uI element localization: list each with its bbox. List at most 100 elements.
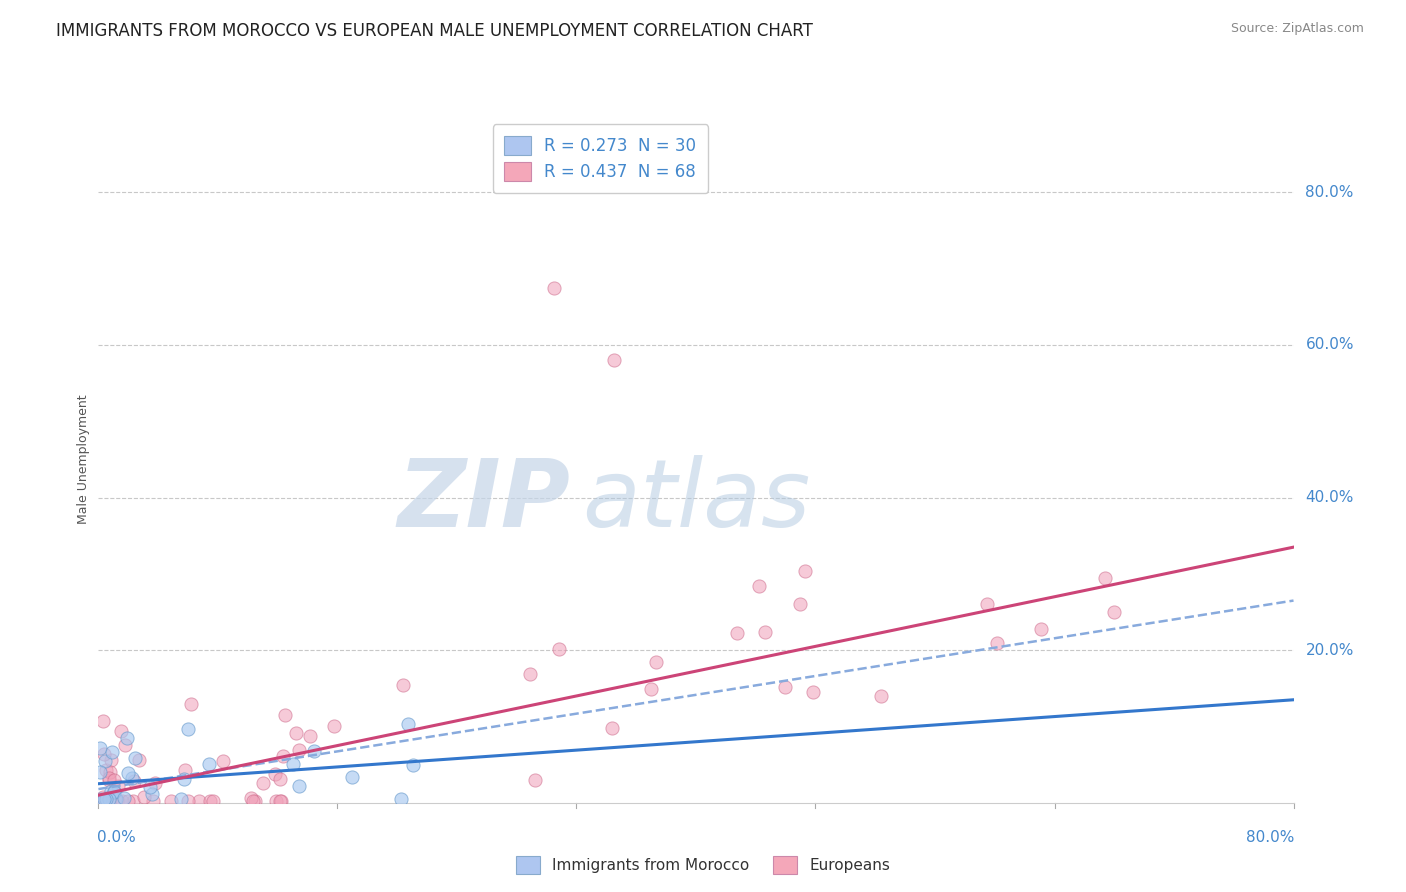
Point xyxy=(281,757,304,772)
Point xyxy=(143,775,166,789)
Point xyxy=(201,794,224,808)
Point xyxy=(103,784,125,798)
Point xyxy=(198,794,221,808)
Point xyxy=(1104,605,1126,619)
Point xyxy=(285,726,308,740)
Legend: R = 0.273  N = 30, R = 0.437  N = 68: R = 0.273 N = 30, R = 0.437 N = 68 xyxy=(492,124,709,193)
Point xyxy=(269,794,291,808)
Point xyxy=(98,773,121,788)
Point xyxy=(124,751,146,765)
Point xyxy=(177,723,200,737)
Point xyxy=(121,771,143,785)
Point xyxy=(269,772,291,787)
Point xyxy=(98,771,121,785)
Point xyxy=(91,714,114,728)
Point xyxy=(754,625,776,640)
Point xyxy=(396,717,419,731)
Point xyxy=(600,721,623,735)
Point xyxy=(94,792,117,806)
Point xyxy=(103,784,125,798)
Point xyxy=(94,754,117,768)
Point xyxy=(111,794,134,808)
Point xyxy=(89,794,111,808)
Point xyxy=(519,666,541,681)
Point xyxy=(117,766,139,780)
Point xyxy=(242,794,264,808)
Text: 80.0%: 80.0% xyxy=(1305,185,1354,200)
Point xyxy=(107,794,129,808)
Point xyxy=(89,765,111,780)
Point xyxy=(548,641,571,656)
Point xyxy=(98,792,121,806)
Point xyxy=(105,794,128,808)
Point xyxy=(98,794,121,808)
Point xyxy=(100,784,122,798)
Point xyxy=(274,708,297,723)
Point xyxy=(524,772,547,787)
Point xyxy=(174,763,197,777)
Point xyxy=(115,731,138,746)
Point xyxy=(323,719,346,733)
Point xyxy=(748,579,770,593)
Point xyxy=(141,787,163,801)
Text: 20.0%: 20.0% xyxy=(1305,642,1354,657)
Point xyxy=(273,749,295,764)
Point xyxy=(101,745,124,759)
Text: ZIP: ZIP xyxy=(398,455,571,547)
Point xyxy=(187,794,209,808)
Point xyxy=(117,794,139,808)
Point xyxy=(342,770,364,784)
Point xyxy=(976,598,998,612)
Point xyxy=(288,779,311,793)
Point xyxy=(110,723,132,738)
Point xyxy=(89,741,111,756)
Point xyxy=(389,792,412,806)
Point xyxy=(402,758,425,772)
Point xyxy=(105,794,128,808)
Text: 80.0%: 80.0% xyxy=(1246,830,1295,846)
Point xyxy=(391,678,413,692)
Point xyxy=(139,780,162,794)
Point xyxy=(870,689,893,703)
Point xyxy=(302,744,325,758)
Point xyxy=(197,756,219,771)
Point xyxy=(801,685,824,699)
Point xyxy=(211,754,233,768)
Point xyxy=(1094,571,1116,585)
Point xyxy=(543,280,565,294)
Text: Source: ZipAtlas.com: Source: ZipAtlas.com xyxy=(1230,22,1364,36)
Point xyxy=(142,794,165,808)
Point xyxy=(264,794,287,808)
Point xyxy=(128,753,150,767)
Point xyxy=(773,680,796,694)
Point xyxy=(240,791,263,805)
Y-axis label: Male Unemployment: Male Unemployment xyxy=(77,394,90,524)
Point xyxy=(160,794,183,808)
Point xyxy=(270,794,292,808)
Point xyxy=(96,763,118,777)
Point xyxy=(104,792,127,806)
Point xyxy=(134,790,156,805)
Point xyxy=(89,792,111,806)
Point xyxy=(986,636,1008,650)
Text: 0.0%: 0.0% xyxy=(97,830,136,846)
Point xyxy=(603,353,626,368)
Point xyxy=(645,655,668,669)
Point xyxy=(793,564,815,578)
Point xyxy=(122,774,145,789)
Text: 40.0%: 40.0% xyxy=(1305,490,1354,505)
Point xyxy=(112,790,135,805)
Point xyxy=(121,794,143,808)
Text: 60.0%: 60.0% xyxy=(1305,337,1354,352)
Text: atlas: atlas xyxy=(582,455,811,546)
Point xyxy=(173,772,195,786)
Point xyxy=(252,775,274,789)
Point xyxy=(288,743,311,757)
Point xyxy=(298,729,321,743)
Point xyxy=(93,747,115,761)
Point xyxy=(93,792,115,806)
Point xyxy=(725,626,748,640)
Point xyxy=(100,753,122,767)
Text: IMMIGRANTS FROM MOROCCO VS EUROPEAN MALE UNEMPLOYMENT CORRELATION CHART: IMMIGRANTS FROM MOROCCO VS EUROPEAN MALE… xyxy=(56,22,813,40)
Point xyxy=(789,597,811,611)
